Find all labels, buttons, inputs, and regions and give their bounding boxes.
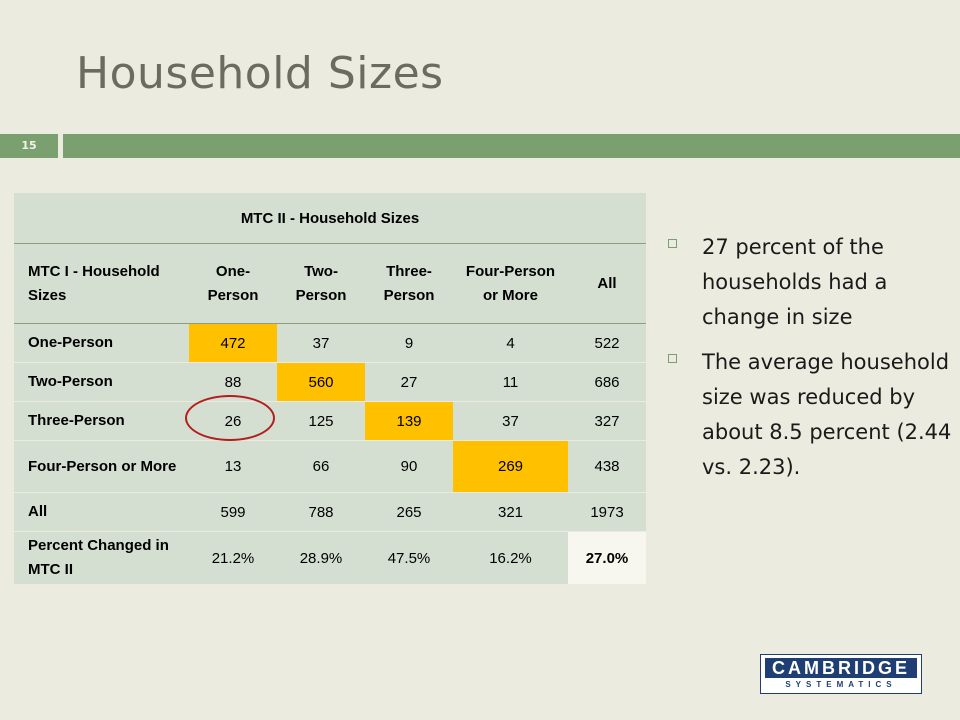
table-cell: 88 xyxy=(189,362,277,402)
table-row: Two-Person 88 560 27 11 686 xyxy=(14,362,646,402)
row-label: Percent Changed in MTC II xyxy=(14,531,189,584)
table-row: All 599 788 265 321 1973 xyxy=(14,492,646,532)
column-header: Two-Person xyxy=(277,243,365,324)
slide-number-bar xyxy=(0,134,58,158)
table-cell: 599 xyxy=(189,492,277,532)
table-cell: 11 xyxy=(453,362,568,402)
row-header-label: MTC I - Household Sizes xyxy=(14,243,189,324)
table-title: MTC II - Household Sizes xyxy=(14,193,646,244)
table-cell: 13 xyxy=(189,440,277,493)
table-row: One-Person 472 37 9 4 522 xyxy=(14,323,646,363)
table-row: Percent Changed in MTC II 21.2% 28.9% 47… xyxy=(14,531,646,584)
table-cell: 27 xyxy=(365,362,453,402)
highlight-circle xyxy=(185,395,275,441)
bullet-text: 27 percent of the households had a chang… xyxy=(702,235,888,329)
household-size-table: MTC II - Household Sizes MTC I - Househo… xyxy=(14,193,646,584)
slide-number: 15 xyxy=(21,139,37,152)
row-label: Four-Person or More xyxy=(14,440,189,493)
bullet-item: The average household size was reduced b… xyxy=(666,345,956,485)
column-header: Four-Person or More xyxy=(453,243,568,324)
row-label: Two-Person xyxy=(14,362,189,402)
table-cell: 27.0% xyxy=(568,531,646,584)
table-cell: 522 xyxy=(568,323,646,363)
bullet-list: 27 percent of the households had a chang… xyxy=(666,230,956,495)
table-cell: 438 xyxy=(568,440,646,493)
bullet-text: The average household size was reduced b… xyxy=(702,350,952,479)
table-cell: 327 xyxy=(568,401,646,441)
table-title-row: MTC II - Household Sizes xyxy=(14,193,646,244)
column-header: One-Person xyxy=(189,243,277,324)
table-cell: 16.2% xyxy=(453,531,568,584)
title-divider-bar xyxy=(63,134,960,158)
table-cell: 1973 xyxy=(568,492,646,532)
cambridge-systematics-logo: CAMBRIDGE SYSTEMATICS xyxy=(760,654,922,694)
row-label: One-Person xyxy=(14,323,189,363)
column-header: Three-Person xyxy=(365,243,453,324)
column-header: All xyxy=(568,243,646,324)
table-cell: 21.2% xyxy=(189,531,277,584)
table-cell: 28.9% xyxy=(277,531,365,584)
table-cell: 37 xyxy=(277,323,365,363)
table-cell: 66 xyxy=(277,440,365,493)
table-cell: 9 xyxy=(365,323,453,363)
table-cell: 788 xyxy=(277,492,365,532)
table-cell: 47.5% xyxy=(365,531,453,584)
logo-wordmark: CAMBRIDGE xyxy=(765,658,917,678)
table-row: Three-Person 26 125 139 37 327 xyxy=(14,401,646,441)
row-label: Three-Person xyxy=(14,401,189,441)
bullet-item: 27 percent of the households had a chang… xyxy=(666,230,956,335)
table-cell: 560 xyxy=(277,362,365,402)
row-label: All xyxy=(14,492,189,532)
slide-title: Household Sizes xyxy=(76,48,444,99)
table-cell: 37 xyxy=(453,401,568,441)
table-cell: 139 xyxy=(365,401,453,441)
table-cell: 472 xyxy=(189,323,277,363)
table-cell: 90 xyxy=(365,440,453,493)
table-cell: 265 xyxy=(365,492,453,532)
logo-subtitle: SYSTEMATICS xyxy=(785,680,897,689)
square-bullet-icon xyxy=(668,239,677,248)
table-cell: 321 xyxy=(453,492,568,532)
table-cell: 4 xyxy=(453,323,568,363)
table-cell: 125 xyxy=(277,401,365,441)
table-row: Four-Person or More 13 66 90 269 438 xyxy=(14,440,646,493)
square-bullet-icon xyxy=(668,354,677,363)
table-cell: 269 xyxy=(453,440,568,493)
table-header-row: MTC I - Household Sizes One-Person Two-P… xyxy=(14,243,646,324)
table-cell: 686 xyxy=(568,362,646,402)
